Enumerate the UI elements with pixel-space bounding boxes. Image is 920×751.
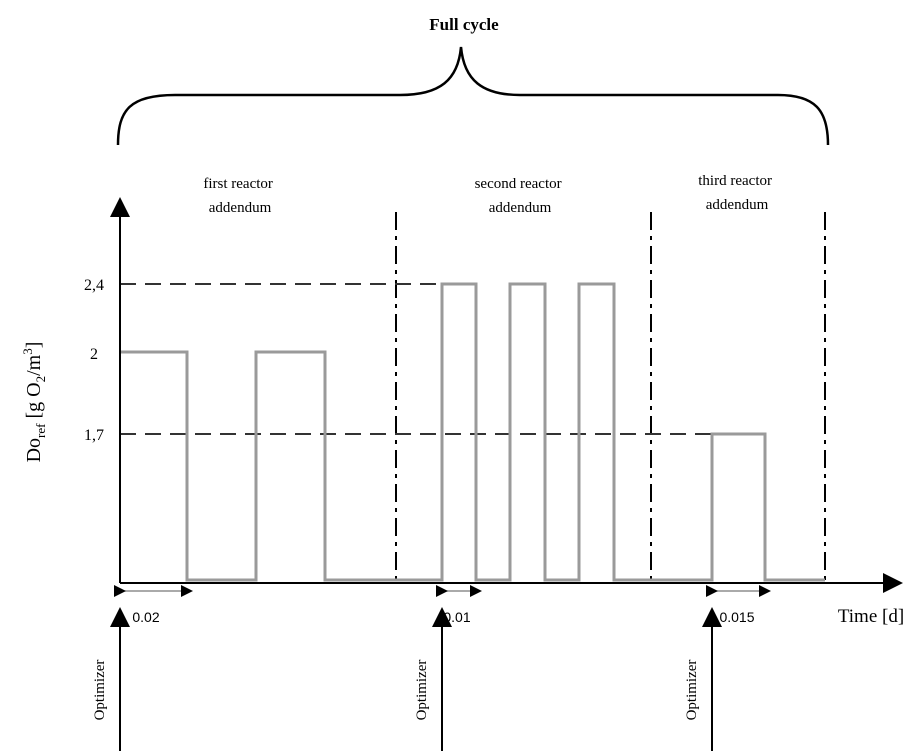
optimizer-label-1: Optimizer [92, 660, 108, 721]
y-tick-2-4: 2,4 [84, 277, 104, 294]
y-tick-2: 2 [90, 346, 98, 363]
optimizer-label-2: Optimizer [414, 660, 430, 721]
full-cycle-brace [116, 46, 830, 146]
duration-label-1: 0.02 [132, 609, 159, 625]
phase-label-first: first reactor addendum [203, 176, 276, 216]
duration-label-2: 0.01 [443, 609, 470, 625]
phase-label-third: third reactor addendum [698, 173, 775, 213]
optimizer-label-3: Optimizer [684, 660, 700, 721]
y-tick-1-7: 1,7 [84, 427, 104, 444]
duration-label-3: 0.015 [719, 609, 754, 625]
phase-label-second: second reactor addendum [475, 176, 566, 216]
do-ref-signal [120, 282, 825, 582]
x-axis-label: Time [d] [838, 606, 904, 627]
y-axis-label: Doref [g O2/m3] [20, 342, 48, 463]
diagram-title: Full cycle [429, 15, 499, 34]
